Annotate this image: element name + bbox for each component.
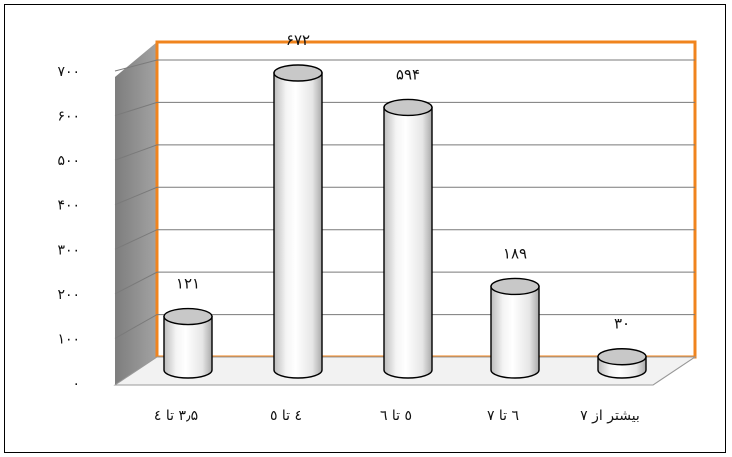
gridline — [114, 59, 695, 72]
bar — [383, 98, 433, 379]
bar-top — [490, 277, 540, 296]
floor-right-edge — [652, 356, 696, 386]
bar — [273, 64, 323, 379]
category-label: ٥ تا ٦ — [380, 408, 412, 424]
y-tick-label: ۵۰۰ — [57, 153, 80, 169]
bar — [490, 277, 540, 379]
category-label: ٦ تا ٧ — [487, 408, 519, 424]
bar-body — [383, 106, 433, 379]
y-tick-label: ۶۰۰ — [57, 109, 80, 125]
bar-top — [383, 98, 433, 117]
data-label: ۱۸۹ — [503, 244, 527, 262]
gridline — [114, 144, 695, 161]
side-wall — [115, 42, 157, 385]
bar-top — [597, 348, 647, 366]
data-label: ۶۷۲ — [286, 31, 310, 49]
y-tick-label: ۷۰۰ — [57, 64, 80, 80]
gridline — [114, 186, 695, 206]
y-tick-label: ۳۰۰ — [57, 242, 80, 258]
y-tick-label: ۱۰۰ — [57, 331, 80, 347]
bar-body — [490, 285, 540, 379]
data-label: ۵۹۴ — [396, 65, 420, 83]
data-labels: ۱۲۱ ۶۷۲ ۵۹۴ ۱۸۹ ۳۰ — [176, 31, 630, 333]
bar-body — [163, 315, 213, 379]
category-label: ٤ تا ٥ — [270, 408, 302, 424]
category-label: بیشتر از ٧ — [580, 408, 640, 424]
bars — [163, 64, 647, 379]
data-label: ۳۰ — [614, 315, 630, 333]
bar-top — [163, 307, 213, 326]
bar — [163, 307, 213, 379]
bar-top — [273, 64, 323, 82]
y-axis-ticks: ۰ ۱۰۰ ۲۰۰ ۳۰۰ ۴۰۰ ۵۰۰ ۶۰۰ ۷۰۰ — [57, 64, 80, 392]
y-tick-label: ۰ — [72, 376, 80, 392]
y-tick-label: ۲۰۰ — [57, 287, 80, 303]
bar-body — [273, 72, 323, 379]
y-tick-label: ۴۰۰ — [57, 198, 80, 214]
data-label: ۱۲۱ — [176, 275, 200, 293]
gridline — [114, 271, 695, 295]
category-labels: ۳٫۵ تا ٤ ٤ تا ٥ ٥ تا ٦ ٦ تا ٧ بیشتر از ٧ — [154, 408, 640, 424]
category-label: ۳٫۵ تا ٤ — [154, 408, 198, 424]
gridline — [114, 229, 695, 250]
bar — [597, 348, 647, 379]
gridline — [114, 101, 695, 117]
